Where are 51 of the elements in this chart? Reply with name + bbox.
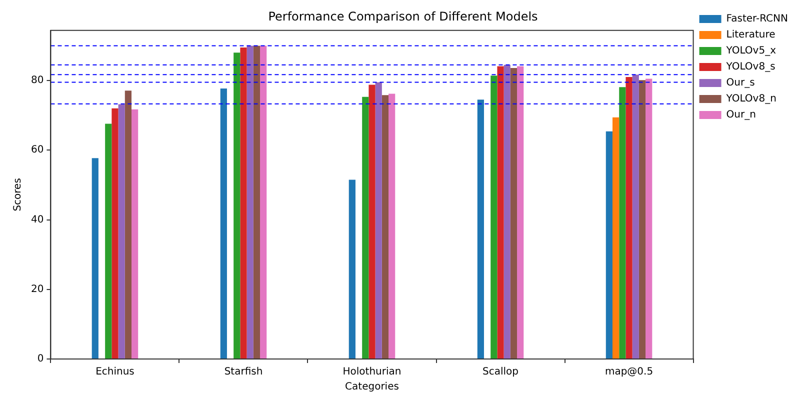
y-tick-label: 40	[30, 214, 44, 226]
bar	[348, 180, 356, 358]
bar	[240, 47, 247, 358]
bar	[92, 158, 98, 358]
bar	[362, 96, 369, 358]
x-tick-label: Scallop	[482, 366, 519, 378]
legend-label: Our_s	[726, 78, 755, 89]
bar	[490, 76, 498, 358]
bar	[477, 100, 484, 358]
x-tick-label: Echinus	[96, 366, 134, 378]
y-axis-title: Scores	[12, 178, 24, 212]
legend-label: Literature	[726, 30, 776, 41]
legend-label: Faster-RCNN	[726, 14, 788, 25]
bar	[638, 80, 646, 358]
y-tick-label: 80	[30, 75, 44, 86]
bar	[382, 95, 389, 358]
legend-label: Our_n	[726, 110, 756, 121]
x-tick-label: Starfish	[224, 366, 263, 378]
bar	[220, 88, 227, 358]
bar	[612, 117, 620, 358]
bar	[517, 66, 524, 358]
bar	[632, 74, 639, 358]
bar	[504, 64, 510, 358]
x-tick-label: Holothurian	[342, 366, 402, 378]
bar	[112, 108, 118, 358]
bar	[626, 77, 632, 358]
bar	[253, 46, 260, 358]
x-tick-label: map@0.5	[604, 366, 654, 378]
bar	[234, 52, 240, 358]
bar	[388, 94, 396, 358]
bar	[619, 87, 626, 358]
bar	[260, 46, 267, 358]
bar	[132, 109, 138, 358]
bar	[375, 82, 382, 358]
bar	[118, 104, 125, 358]
bar	[497, 66, 504, 358]
bar	[510, 68, 518, 358]
bar	[124, 90, 132, 358]
bar	[606, 131, 613, 358]
bar	[368, 84, 376, 358]
legend-label: YOLOv8_s	[725, 62, 776, 73]
legend-label: YOLOv8_n	[725, 94, 776, 105]
bar	[246, 46, 254, 358]
chart-title: Performance Comparison of Different Models	[268, 9, 538, 24]
y-tick-label: 20	[30, 284, 44, 295]
bar	[105, 124, 112, 358]
y-tick-label: 60	[30, 144, 44, 156]
legend-label: YOLOv5_x	[725, 46, 776, 57]
x-axis-title: Categories	[345, 382, 399, 393]
y-tick-label: 0	[37, 354, 44, 365]
bar	[646, 78, 652, 358]
